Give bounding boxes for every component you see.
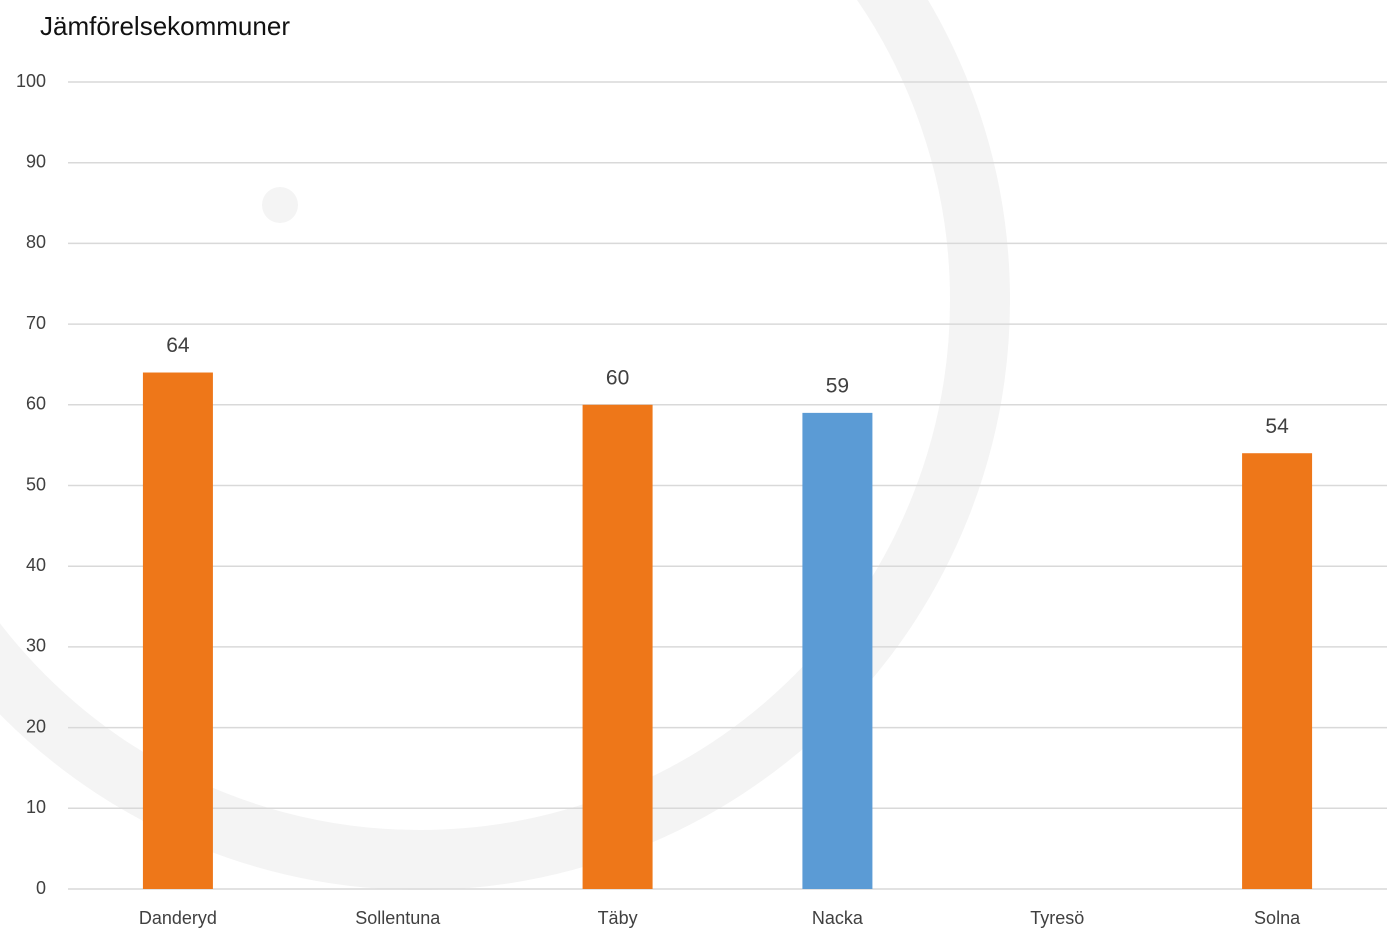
watermark-ring bbox=[0, 0, 1010, 890]
watermark-dot bbox=[262, 187, 298, 223]
x-tick-label: Sollentuna bbox=[355, 908, 441, 928]
x-tick-label: Täby bbox=[598, 908, 638, 928]
x-tick-label: Solna bbox=[1254, 908, 1301, 928]
bar bbox=[582, 404, 653, 889]
chart-title: Jämförelsekommuner bbox=[40, 11, 290, 41]
y-tick-label: 30 bbox=[26, 636, 46, 656]
watermark bbox=[0, 0, 1010, 890]
x-tick-label: Tyresö bbox=[1030, 908, 1084, 928]
y-tick-label: 100 bbox=[16, 71, 46, 91]
bar bbox=[142, 372, 213, 889]
y-tick-label: 50 bbox=[26, 474, 46, 494]
y-tick-label: 60 bbox=[26, 394, 46, 414]
y-tick-label: 90 bbox=[26, 151, 46, 171]
value-label: 64 bbox=[166, 334, 190, 357]
y-tick-label: 80 bbox=[26, 232, 46, 252]
y-tick-label: 10 bbox=[26, 797, 46, 817]
value-label: 60 bbox=[606, 366, 629, 389]
y-tick-label: 20 bbox=[26, 716, 46, 736]
value-label: 54 bbox=[1265, 415, 1289, 438]
x-tick-label: Danderyd bbox=[139, 908, 217, 928]
bar bbox=[802, 412, 873, 889]
y-tick-label: 0 bbox=[36, 878, 46, 898]
y-tick-label: 70 bbox=[26, 313, 46, 333]
value-label: 59 bbox=[826, 374, 849, 397]
y-tick-label: 40 bbox=[26, 555, 46, 575]
x-tick-label: Nacka bbox=[812, 908, 864, 928]
bar bbox=[1242, 453, 1313, 889]
